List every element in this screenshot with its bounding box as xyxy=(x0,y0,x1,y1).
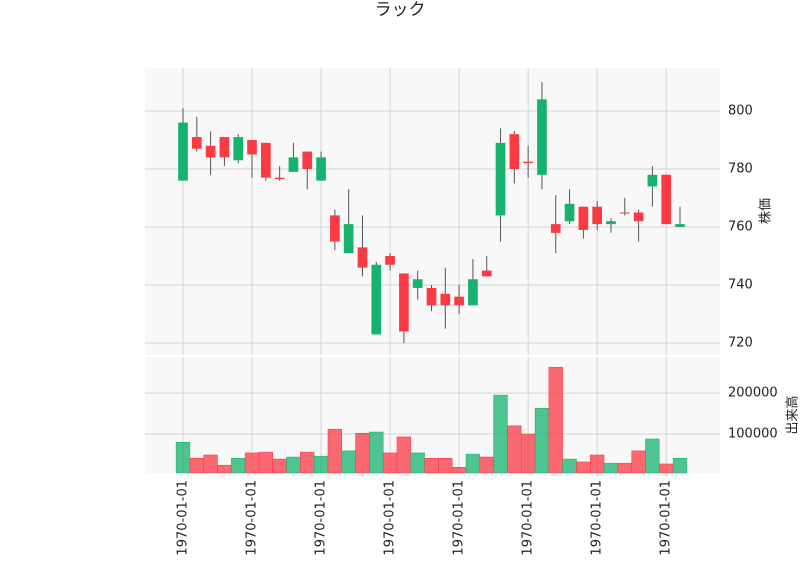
volume-bar xyxy=(659,464,673,473)
volume-bar xyxy=(342,451,356,473)
volume-bar xyxy=(480,457,494,473)
chart-title: ラック xyxy=(375,0,426,20)
x-tick-label: 1970-01-01 xyxy=(452,480,467,556)
volume-bar xyxy=(590,455,604,473)
volume-bar xyxy=(273,459,287,473)
candle-body xyxy=(385,256,395,265)
x-tick-label: 1970-01-01 xyxy=(314,480,329,556)
candle-body xyxy=(468,279,478,305)
volume-bar xyxy=(549,367,563,473)
y-tick-label: 740 xyxy=(728,278,753,293)
candle-body xyxy=(344,224,354,253)
x-tick-label: 1970-01-01 xyxy=(659,480,674,556)
volume-bar xyxy=(563,459,577,473)
x-tick-label: 1970-01-01 xyxy=(176,480,191,556)
candle-body xyxy=(565,204,575,221)
y-tick-label: 720 xyxy=(728,336,753,351)
volume-bar xyxy=(452,467,466,473)
volume-bar xyxy=(328,429,342,473)
candle-body xyxy=(192,137,202,149)
candle-body xyxy=(510,134,520,169)
candle-body xyxy=(220,137,230,157)
volume-bar xyxy=(369,432,383,473)
y-axis-label: 株価 xyxy=(759,198,774,224)
volume-bar xyxy=(425,458,439,473)
candle-body xyxy=(233,137,243,160)
volume-bar xyxy=(356,433,370,473)
volume-bar xyxy=(204,455,218,473)
candle-body xyxy=(358,247,368,267)
candle-body xyxy=(330,215,340,241)
candle-body xyxy=(634,213,644,222)
volume-bar xyxy=(604,463,618,473)
candle-body xyxy=(620,213,630,214)
candle-body xyxy=(440,294,450,306)
volume-bar xyxy=(411,453,425,473)
volume-bar xyxy=(245,453,259,473)
candle-body xyxy=(592,207,602,224)
x-tick-label: 1970-01-01 xyxy=(245,480,260,556)
volume-bar xyxy=(314,456,328,473)
volume-bar xyxy=(507,426,521,473)
candle-body xyxy=(606,221,616,224)
candle-body xyxy=(206,146,216,158)
volume-bar xyxy=(231,458,245,473)
volume-bar xyxy=(176,442,190,473)
x-tick-label: 1970-01-01 xyxy=(383,480,398,556)
candle-body xyxy=(661,175,671,224)
candle-body xyxy=(648,175,658,187)
candle-body xyxy=(371,265,381,335)
x-tick-label: 1970-01-01 xyxy=(590,480,605,556)
candle-body xyxy=(551,224,561,233)
volume-bar xyxy=(383,453,397,473)
volume-bar xyxy=(673,458,687,473)
candle-body xyxy=(316,157,326,180)
volume-axis-label: 出来高 xyxy=(785,395,800,434)
candle-body xyxy=(413,279,423,288)
x-tick-label: 1970-01-01 xyxy=(521,480,536,556)
volume-bar xyxy=(521,434,535,473)
volume-bar xyxy=(618,463,632,473)
candle-body xyxy=(427,288,437,305)
volume-bar xyxy=(397,437,411,473)
candle-body xyxy=(454,297,464,306)
candle-body xyxy=(537,99,547,174)
candle-body xyxy=(523,162,533,163)
volume-bar xyxy=(300,452,314,473)
volume-bar xyxy=(576,462,590,473)
volume-tick-label: 100000 xyxy=(728,427,778,442)
candle-body xyxy=(289,157,299,172)
volume-tick-label: 200000 xyxy=(728,386,778,401)
candle-body xyxy=(399,273,409,331)
candle-body xyxy=(675,224,685,227)
candle-body xyxy=(579,207,589,230)
y-tick-label: 760 xyxy=(728,220,753,235)
volume-bar xyxy=(466,454,480,473)
volume-bar xyxy=(632,451,646,473)
candle-body xyxy=(178,123,188,181)
candle-body xyxy=(247,140,257,155)
candle-body xyxy=(302,152,312,169)
volume-bar xyxy=(259,452,273,473)
volume-bar xyxy=(535,408,549,473)
volume-bar xyxy=(218,465,232,473)
candle-body xyxy=(275,178,285,179)
candle-body xyxy=(496,143,506,216)
y-tick-label: 800 xyxy=(728,103,753,118)
volume-bar xyxy=(645,439,659,473)
y-tick-label: 780 xyxy=(728,161,753,176)
volume-bar xyxy=(190,458,204,473)
volume-bar xyxy=(494,395,508,473)
candle-body xyxy=(261,143,271,178)
candle-body xyxy=(482,271,492,277)
volume-bar xyxy=(287,457,301,473)
volume-bar xyxy=(438,458,452,473)
